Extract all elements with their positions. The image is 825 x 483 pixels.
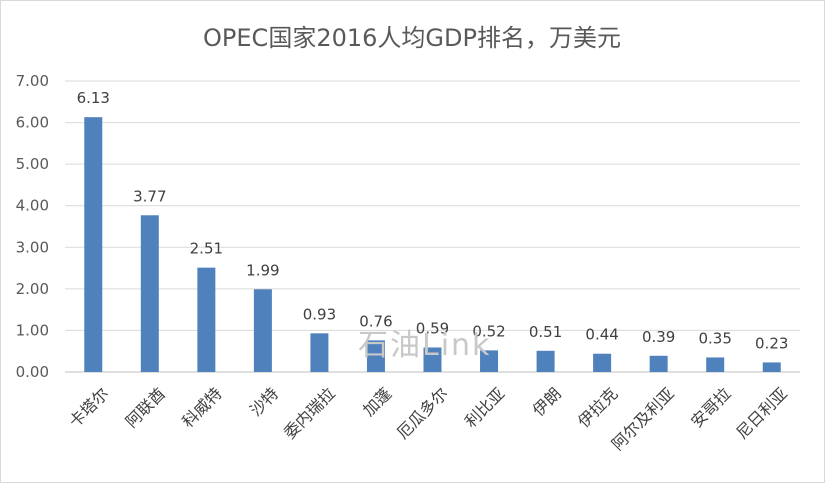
x-category-label: 利比亚 <box>461 384 508 431</box>
data-label: 0.35 <box>698 329 731 347</box>
data-label: 0.23 <box>755 334 788 352</box>
data-label: 0.93 <box>303 305 336 323</box>
x-category-label: 厄瓜多尔 <box>393 384 452 443</box>
chart-title: OPEC国家2016人均GDP排名，万美元 <box>203 24 621 52</box>
data-label: 0.59 <box>416 319 449 337</box>
data-label: 0.44 <box>585 326 618 344</box>
data-label: 6.13 <box>77 89 110 107</box>
x-category-label: 委内瑞拉 <box>280 384 339 443</box>
y-tick-label: 7.00 <box>16 72 49 90</box>
watermark: 石油Link <box>358 328 491 363</box>
bar <box>649 355 668 372</box>
bar <box>366 340 385 372</box>
data-label: 0.76 <box>359 312 392 330</box>
data-label: 2.51 <box>190 240 223 258</box>
bar <box>536 350 555 372</box>
bar <box>480 350 499 372</box>
data-label: 0.39 <box>642 328 675 346</box>
y-axis-ticks: 0.00 1.00 2.00 3.00 4.00 5.00 6.00 7.00 <box>16 72 49 381</box>
x-category-label: 卡塔尔 <box>65 384 112 431</box>
data-label: 0.51 <box>529 323 562 341</box>
bar <box>197 267 216 372</box>
data-label: 1.99 <box>246 261 279 279</box>
y-tick-label: 0.00 <box>16 363 49 381</box>
x-category-label: 安哥拉 <box>687 384 734 431</box>
bars <box>84 117 781 372</box>
x-category-label: 沙特 <box>246 384 282 420</box>
bar <box>310 333 329 372</box>
y-tick-label: 3.00 <box>16 238 49 256</box>
x-category-label: 阿联酋 <box>122 384 169 431</box>
bar <box>140 215 159 372</box>
bar <box>423 347 442 372</box>
y-tick-label: 1.00 <box>16 321 49 339</box>
bar <box>84 117 103 372</box>
x-category-label: 加蓬 <box>359 384 395 420</box>
y-tick-label: 4.00 <box>16 197 49 215</box>
gridlines <box>65 80 800 373</box>
y-tick-label: 6.00 <box>16 114 49 132</box>
y-tick-label: 2.00 <box>16 280 49 298</box>
x-category-label: 科威特 <box>178 384 225 431</box>
bar <box>762 362 781 372</box>
x-category-label: 伊拉克 <box>574 384 621 431</box>
x-category-label: 尼日利亚 <box>732 384 791 443</box>
bar <box>593 353 612 372</box>
data-label: 0.52 <box>472 322 505 340</box>
x-category-label: 伊朗 <box>529 384 565 420</box>
bar <box>253 289 272 372</box>
y-tick-label: 5.00 <box>16 155 49 173</box>
data-labels: 6.13 3.77 2.51 1.99 0.93 0.76 0.59 0.52 0.51 0.44… <box>77 89 789 352</box>
bar <box>706 357 725 372</box>
data-label: 3.77 <box>133 187 166 205</box>
